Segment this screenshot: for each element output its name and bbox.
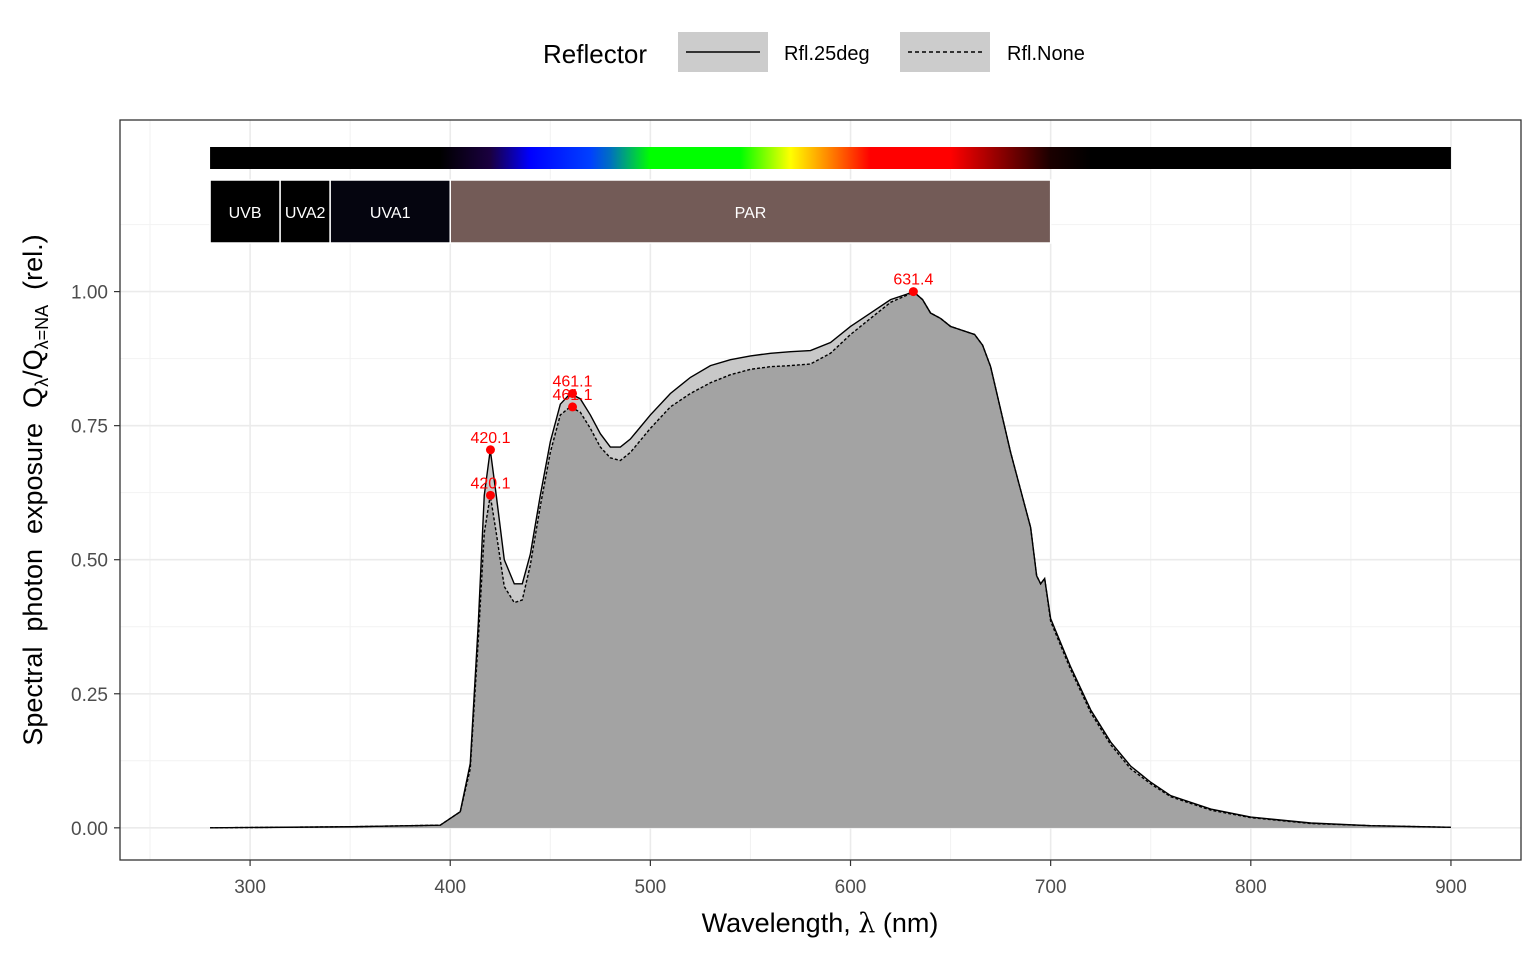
legend-label-rflnone: Rfl.None <box>1007 43 1085 65</box>
x-tick-label: 400 <box>434 877 466 898</box>
y-axis-title: Spectral photon exposure Qλ/Qλ=NA (rel.) <box>18 234 52 745</box>
peak-point <box>485 490 495 500</box>
waveband-uva2 <box>279 179 331 244</box>
y-tick-label: 0.00 <box>71 819 108 840</box>
x-tick-label: 500 <box>635 877 667 898</box>
y-tick-label: 0.25 <box>71 685 108 706</box>
spectra-lines <box>210 290 1451 829</box>
peak-label: 420.1 <box>470 430 510 447</box>
x-axis-title-symbol: λ <box>858 908 875 939</box>
peak-point <box>908 287 918 297</box>
y-axis-title-s1: λ <box>32 378 52 387</box>
peak-label: 420.1 <box>470 475 510 492</box>
peak-point <box>568 388 578 398</box>
x-tick-label: 300 <box>234 877 266 898</box>
panel-border <box>119 119 1522 861</box>
waveband-label-par: PAR <box>735 205 767 222</box>
x-axis: 300 400 500 600 700 800 900 <box>234 860 1467 898</box>
y-axis-title-q2: Q <box>18 349 48 370</box>
waveband-label-uva2: UVA2 <box>285 205 326 222</box>
legend-title: Reflector <box>543 39 647 69</box>
x-tick-label: 700 <box>1035 877 1067 898</box>
peak-label: 461.1 <box>552 373 592 390</box>
y-tick-label: 0.50 <box>71 551 108 572</box>
spectra-areas <box>210 291 1451 828</box>
x-tick-label: 800 <box>1235 877 1267 898</box>
waveband-uva1 <box>329 179 451 244</box>
y-axis: 0.00 0.25 0.50 0.75 1.00 <box>71 283 120 840</box>
y-axis-title-b: (rel.) <box>18 234 48 305</box>
color-spectrum-bar <box>210 147 1451 169</box>
legend: Reflector Rfl.25deg Rfl.None <box>543 32 1085 72</box>
y-axis-title-a: Spectral photon exposure <box>18 408 48 746</box>
peak-point <box>568 402 578 412</box>
y-axis-title-q1: Q <box>18 387 48 408</box>
waveband-uvb <box>209 179 281 244</box>
peak-label: 631.4 <box>893 272 933 289</box>
peak-point <box>485 445 495 455</box>
x-tick-label: 600 <box>835 877 867 898</box>
x-axis-title-unit: (nm) <box>875 908 938 938</box>
area-rfl-none <box>210 291 1451 828</box>
line-rfl-25deg <box>210 290 1451 829</box>
waveband-annotations: UVB UVA2 UVA1 PAR <box>209 147 1451 244</box>
x-tick-label: 900 <box>1435 877 1467 898</box>
y-axis-title-s2: λ=NA <box>32 305 52 350</box>
y-tick-label: 0.75 <box>71 417 108 438</box>
peak-label: 461.1 <box>552 387 592 404</box>
x-axis-title: Wavelength, λ (nm) <box>702 908 939 939</box>
y-axis-title-slash: / <box>18 370 48 378</box>
waveband-label-uvb: UVB <box>229 205 262 222</box>
y-tick-label: 1.00 <box>71 283 108 304</box>
line-rfl-none <box>210 290 1451 829</box>
x-axis-title-main: Wavelength, <box>702 908 859 938</box>
legend-label-rfl25deg: Rfl.25deg <box>784 43 870 65</box>
waveband-label-uva1: UVA1 <box>370 205 411 222</box>
waveband-par <box>449 179 1052 244</box>
